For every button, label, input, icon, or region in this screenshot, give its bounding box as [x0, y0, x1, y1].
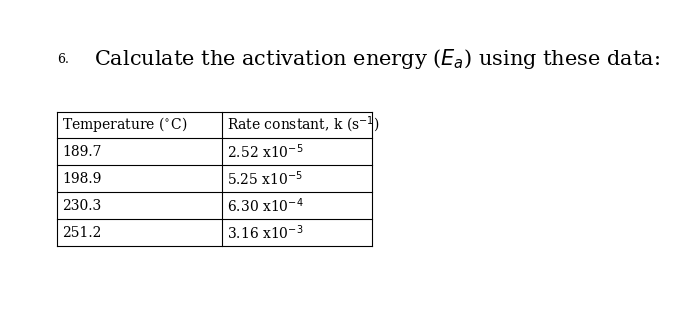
- Text: 198.9: 198.9: [62, 172, 102, 186]
- Text: 6.30 x10$^{-4}$: 6.30 x10$^{-4}$: [227, 196, 303, 215]
- Text: 189.7: 189.7: [62, 145, 102, 159]
- Text: Calculate the activation energy ($\mathit{E}_{a}$) using these data:: Calculate the activation energy ($\mathi…: [94, 47, 661, 71]
- Text: 6.: 6.: [57, 52, 69, 66]
- Text: 251.2: 251.2: [62, 226, 102, 239]
- Text: 3.16 x10$^{-3}$: 3.16 x10$^{-3}$: [227, 223, 303, 242]
- Text: 230.3: 230.3: [62, 199, 102, 213]
- Text: 2.52 x10$^{-5}$: 2.52 x10$^{-5}$: [227, 143, 303, 161]
- Text: 5.25 x10$^{-5}$: 5.25 x10$^{-5}$: [227, 170, 303, 188]
- Text: Rate constant, k (s$^{-1}$): Rate constant, k (s$^{-1}$): [227, 115, 379, 135]
- Text: Temperature ($^{\circ}$C): Temperature ($^{\circ}$C): [62, 115, 188, 134]
